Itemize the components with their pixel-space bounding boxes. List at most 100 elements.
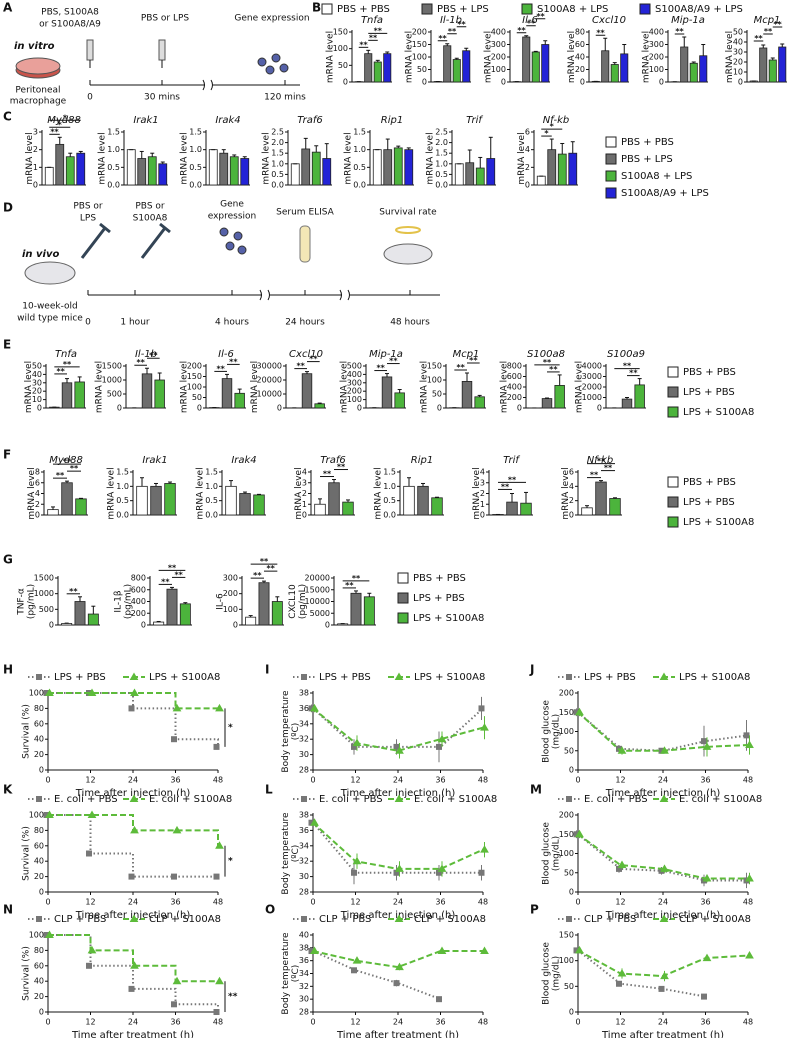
legend-label: PBS + PBS xyxy=(683,477,736,488)
point xyxy=(393,980,400,987)
x-axis-label: Time after injection (h) xyxy=(340,910,456,921)
point xyxy=(436,996,442,1003)
y-tick-label: 2 xyxy=(569,496,574,505)
significance-label: ** xyxy=(623,362,632,371)
legend-label: S100A8/A9 + LPS xyxy=(655,4,743,15)
y-tick-label: 150 xyxy=(333,28,348,37)
point xyxy=(213,1009,220,1015)
x-tick-label: 24 xyxy=(393,776,403,785)
y-tick-label: 100 xyxy=(347,395,362,404)
legend-marker xyxy=(129,672,139,680)
y-tick-label: 80 xyxy=(34,826,44,835)
legend-label: PBS + LPS xyxy=(437,4,489,15)
legend-label: PBS + PBS xyxy=(683,367,736,378)
y-axis-label: IL-1β xyxy=(113,590,123,612)
y-tick-label: 28 xyxy=(299,888,309,897)
y-tick-label: 200 xyxy=(559,689,574,698)
y-tick-label: 0.5 xyxy=(353,163,366,172)
point xyxy=(617,969,627,977)
legend-label: LPS + S100A8 xyxy=(149,672,220,683)
animal-label: wild type mice xyxy=(17,314,83,324)
point xyxy=(478,705,485,712)
y-tick-label: 10 xyxy=(733,68,743,77)
point xyxy=(87,945,97,954)
y-tick-label: 4 xyxy=(480,468,485,477)
axis xyxy=(57,576,100,626)
x-axis-label: Time after treatment (h) xyxy=(601,1030,724,1038)
panel-letter: P xyxy=(530,903,539,917)
bar xyxy=(557,153,567,186)
panel-letter: I xyxy=(265,663,269,677)
y-tick-label: 200 xyxy=(412,28,427,37)
y-tick-label: 1500 xyxy=(102,362,122,371)
point xyxy=(437,946,447,955)
legend-swatch xyxy=(667,406,679,418)
y-tick-label: 0 xyxy=(357,404,362,413)
significance-label: ** xyxy=(345,581,354,590)
point xyxy=(575,707,584,716)
y-tick-label: 200 xyxy=(131,609,146,618)
significance-label: ** xyxy=(136,358,145,367)
x-tick-label: 24 xyxy=(128,776,138,785)
y-tick-label: 0.0 xyxy=(205,511,218,520)
time-label: 4 hours xyxy=(215,318,249,328)
point xyxy=(172,825,182,834)
setting-label: in vitro xyxy=(14,41,55,52)
y-tick-label: 20 xyxy=(34,872,44,881)
series-line xyxy=(48,934,219,1012)
axis xyxy=(333,576,376,626)
y-tick-label: 1.0 xyxy=(107,145,120,154)
bar xyxy=(322,158,332,186)
y-tick-label: 200 xyxy=(187,362,202,371)
bar xyxy=(541,398,553,409)
x-tick-label: 24 xyxy=(658,1018,668,1027)
y-tick-label: 0 xyxy=(569,511,574,520)
cells-icon xyxy=(219,227,247,255)
legend-label: E. coli + PBS xyxy=(584,794,648,805)
chart-title: Irak1 xyxy=(133,115,158,126)
chart-title: Irak4 xyxy=(215,115,240,126)
legend-label: LPS + PBS xyxy=(584,672,636,683)
schematic-a: PBS, S100A8 or S100A8/A9 PBS or LPS Gene… xyxy=(10,8,310,107)
y-tick-label: 100 xyxy=(559,956,574,965)
treatment-label: S100A8 xyxy=(133,214,168,224)
point xyxy=(128,873,135,880)
chart-title: Il-1b xyxy=(135,349,157,360)
y-tick-label: 1.0 xyxy=(116,482,129,491)
chart-title: Traf6 xyxy=(297,115,322,126)
readout-label: Gene expression xyxy=(234,14,309,24)
y-axis-label: mRNA level xyxy=(575,361,585,413)
point xyxy=(702,874,712,882)
chart-title: Tnfa xyxy=(55,349,77,360)
point xyxy=(171,1001,177,1008)
point xyxy=(215,841,224,849)
legend-marker xyxy=(566,674,572,680)
treatment-label: PBS or LPS xyxy=(141,14,190,24)
y-tick-label: 50 xyxy=(417,65,427,74)
bar xyxy=(87,613,99,626)
bar xyxy=(225,485,237,516)
bar xyxy=(620,53,629,83)
x-tick-label: 0 xyxy=(310,898,315,907)
y-tick-label: 20 xyxy=(32,387,42,396)
y-tick-label: 150 xyxy=(187,372,202,381)
point xyxy=(86,850,92,857)
y-axis-label: mRNA level xyxy=(261,132,271,184)
significance-label: ** xyxy=(174,570,183,579)
point xyxy=(352,738,362,747)
x-tick-label: 36 xyxy=(700,776,710,785)
y-tick-label: 0 xyxy=(569,766,574,775)
y-tick-label: 0 xyxy=(343,78,348,87)
y-tick-label: 200 xyxy=(559,811,574,820)
bar xyxy=(158,163,168,186)
timeline xyxy=(87,290,440,296)
y-tick-label: 2.0 xyxy=(435,138,448,147)
x-tick-label: 24 xyxy=(393,1018,403,1027)
point xyxy=(213,873,220,880)
point xyxy=(215,703,224,712)
y-tick-label: 32 xyxy=(299,857,309,866)
axis xyxy=(577,691,748,771)
y-tick-label: 34 xyxy=(299,969,309,978)
y-tick-label: 20 xyxy=(575,65,585,74)
point xyxy=(575,829,584,838)
